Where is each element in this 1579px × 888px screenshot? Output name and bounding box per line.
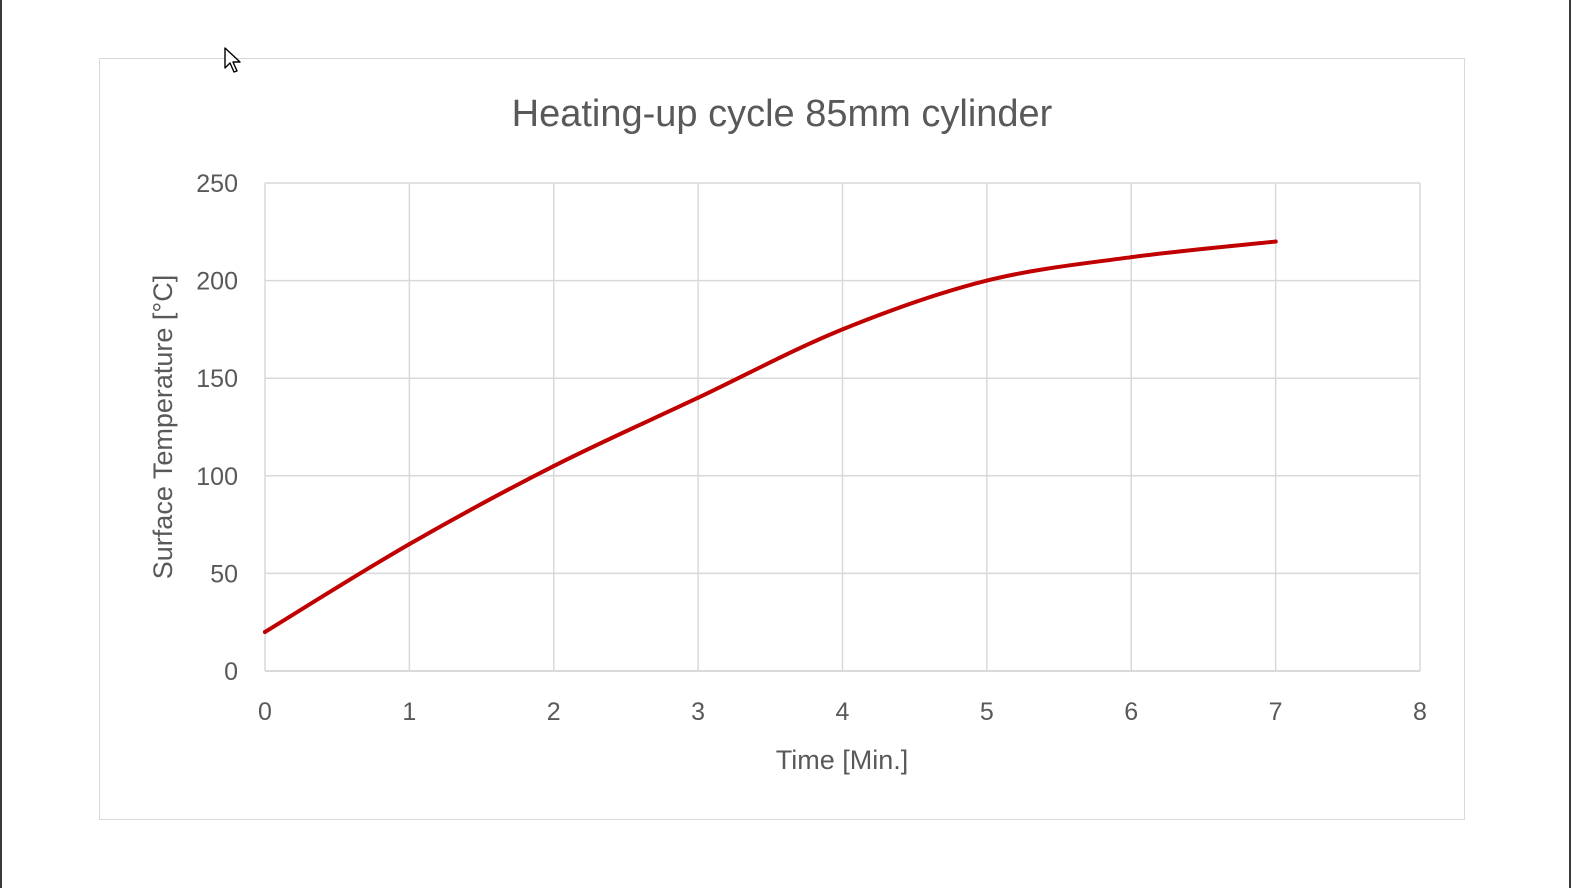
data-point-1 bbox=[407, 542, 412, 547]
data-point-5 bbox=[984, 278, 989, 283]
chart-area[interactable] bbox=[99, 58, 1465, 820]
series-layer bbox=[263, 239, 1278, 634]
mouse-pointer-icon bbox=[224, 47, 241, 73]
y-tick-label-150: 150 bbox=[196, 365, 238, 393]
y-axis-ticks: 0 50 100 150 200 250 bbox=[196, 170, 238, 686]
gridlines bbox=[264, 182, 1421, 672]
x-tick-label-2: 2 bbox=[547, 698, 561, 726]
y-tick-label-100: 100 bbox=[196, 463, 238, 491]
y-tick-label-0: 0 bbox=[224, 658, 238, 686]
x-tick-label-7: 7 bbox=[1269, 698, 1283, 726]
x-tick-label-1: 1 bbox=[402, 698, 416, 726]
y-axis-label: Surface Temperature [°C] bbox=[148, 275, 178, 579]
x-axis-ticks: 0 1 2 3 4 5 6 7 8 bbox=[258, 698, 1427, 726]
data-point-3 bbox=[696, 395, 701, 400]
x-tick-label-3: 3 bbox=[691, 698, 705, 726]
data-point-4 bbox=[840, 327, 845, 332]
x-axis-label: Time [Min.] bbox=[776, 745, 909, 775]
series-line-0 bbox=[263, 239, 1278, 634]
data-point-2 bbox=[551, 464, 556, 469]
data-point-7 bbox=[1273, 239, 1278, 244]
x-tick-label-4: 4 bbox=[836, 698, 850, 726]
data-point-6 bbox=[1129, 255, 1134, 260]
chart-title: Heating-up cycle 85mm cylinder bbox=[512, 93, 1053, 135]
x-tick-label-0: 0 bbox=[258, 698, 272, 726]
x-tick-label-5: 5 bbox=[980, 698, 994, 726]
x-tick-label-8: 8 bbox=[1413, 698, 1427, 726]
data-point-0 bbox=[263, 629, 267, 634]
y-tick-label-250: 250 bbox=[196, 170, 238, 198]
y-tick-label-200: 200 bbox=[196, 268, 238, 296]
y-tick-label-50: 50 bbox=[210, 560, 238, 588]
x-tick-label-6: 6 bbox=[1124, 698, 1138, 726]
